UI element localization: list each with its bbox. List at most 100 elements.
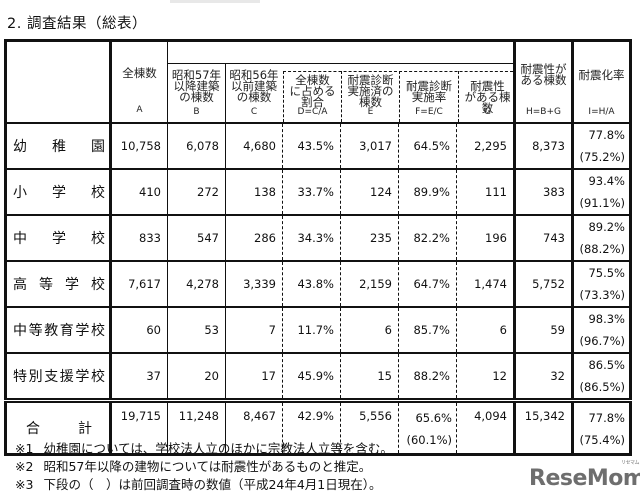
cell-b: 20 xyxy=(167,352,226,401)
cell-h: 15,342 xyxy=(513,398,574,455)
cell-f: 64.5% xyxy=(398,122,457,169)
cell-i: 77.8% (75.2%) xyxy=(572,122,631,169)
cell-f: 65.6% (60.1%) xyxy=(398,398,457,455)
table-row: 高等学校 7,617 4,278 3,339 43.8% 2,159 64.7%… xyxy=(5,260,631,307)
cell-d: 43.5% xyxy=(282,122,341,169)
cell-e: 2,159 xyxy=(340,260,399,307)
table-row: 小学校 410 272 138 33.7% 124 89.9% 111 383 … xyxy=(5,168,631,215)
row-school-type: 幼稚園 xyxy=(5,122,112,169)
row-school-type: 中等教育学校 xyxy=(5,306,112,353)
cell-d: 11.7% xyxy=(282,306,341,353)
cell-e: 3,017 xyxy=(340,122,399,169)
cropped-heading-remnant xyxy=(170,0,260,3)
cell-f: 85.7% xyxy=(398,306,457,353)
cell-c: 17 xyxy=(225,352,283,401)
header-col-c: 昭和56年 以前建築 の棟数 C xyxy=(229,68,279,117)
cell-i: 75.5% (73.3%) xyxy=(572,260,631,307)
cell-h: 32 xyxy=(513,352,574,401)
cell-g: 196 xyxy=(456,214,515,261)
header-col-b: 昭和57年 以降建築 の棟数 B xyxy=(168,63,226,122)
header-row: 全棟数 A 昭和57年 以降建築 の棟数 B 昭和56年 xyxy=(5,40,631,124)
cell-g: 2,295 xyxy=(456,122,515,169)
cell-h: 383 xyxy=(513,168,574,215)
cell-b: 272 xyxy=(167,168,226,215)
cell-a: 410 xyxy=(110,168,168,215)
cell-e: 124 xyxy=(340,168,399,215)
header-col-a: 全棟数 A xyxy=(110,40,168,123)
cell-c: 286 xyxy=(225,214,283,261)
survey-results-table: 全棟数 A 昭和57年 以降建築 の棟数 B 昭和56年 xyxy=(4,39,632,456)
cell-i: 77.8% (75.4%) xyxy=(572,398,631,455)
cell-g: 111 xyxy=(456,168,515,215)
row-school-type: 小学校 xyxy=(5,168,112,215)
footnote: ※3 下段の（ ）は前回調査時の数値（平成24年4月1日現在）。 xyxy=(15,477,382,492)
table-row: 特別支援学校 37 20 17 45.9% 15 88.2% 12 32 86.… xyxy=(5,352,631,401)
cell-a: 60 xyxy=(110,306,168,353)
cell-d: 42.9% xyxy=(282,398,341,455)
total-row: 合計 19,715 11,248 8,467 42.9% 5,556 65.6%… xyxy=(5,398,631,455)
col-label: 全棟数 xyxy=(122,66,157,80)
cell-h: 5,752 xyxy=(513,260,574,307)
cell-b: 547 xyxy=(167,214,226,261)
cell-i: 89.2% (88.2%) xyxy=(572,214,631,261)
cell-g: 4,094 xyxy=(456,398,515,455)
header-group-bcdefg: 昭和57年 以降建築 の棟数 B 昭和56年 以前建築 の棟数 C xyxy=(168,41,515,124)
cell-d: 34.3% xyxy=(282,214,341,261)
cell-c: 8,467 xyxy=(225,398,283,455)
header-col-e: 耐震診断 実施済の 棟数 E xyxy=(342,71,400,122)
cell-a: 37 xyxy=(110,352,168,401)
cell-a: 10,758 xyxy=(110,122,168,169)
cell-h: 743 xyxy=(513,214,574,261)
header-col-g: 耐震性 がある棟数 G xyxy=(464,79,511,117)
footnote: ※1 幼稚園については、学校法人立のほかに宗教法人立等を含む。 xyxy=(15,441,393,456)
cell-h: 59 xyxy=(513,306,574,353)
cell-h: 8,373 xyxy=(513,122,574,169)
header-corner xyxy=(5,40,112,123)
cell-f: 82.2% xyxy=(398,214,457,261)
cell-e: 6 xyxy=(340,306,399,353)
footnote: ※2 昭和57年以降の建物については耐震性があるものと推定。 xyxy=(15,459,372,474)
header-col-d: 全棟数 に占める 割合 D=C/A xyxy=(284,71,342,122)
cell-b: 6,078 xyxy=(167,122,226,169)
header-col-i: 耐震化率 I=H/A xyxy=(578,68,625,117)
cell-f: 89.9% xyxy=(398,168,457,215)
cell-d: 33.7% xyxy=(282,168,341,215)
footnotes: ※1 幼稚園については、学校法人立のほかに宗教法人立等を含む。 ※2 昭和57年以降… xyxy=(15,440,393,494)
cell-f: 88.2% xyxy=(398,352,457,401)
cell-e: 15 xyxy=(340,352,399,401)
cell-b: 53 xyxy=(167,306,226,353)
cell-e: 5,556 xyxy=(340,398,399,455)
row-school-type: 中学校 xyxy=(5,214,112,261)
cell-a: 7,617 xyxy=(110,260,168,307)
row-school-type: 高等学校 xyxy=(5,260,112,307)
row-total-label: 合計 xyxy=(5,398,112,455)
table-row: 中学校 833 547 286 34.3% 235 82.2% 196 743 … xyxy=(5,214,631,261)
cell-c: 138 xyxy=(225,168,283,215)
cell-g: 6 xyxy=(456,306,515,353)
cell-d: 43.8% xyxy=(282,260,341,307)
cell-b: 11,248 xyxy=(167,398,226,455)
cell-a: 833 xyxy=(110,214,168,261)
logo-ruby: リセマム xyxy=(621,460,640,466)
cell-e: 235 xyxy=(340,214,399,261)
cell-i: 93.4% (91.1%) xyxy=(572,168,631,215)
cell-b: 4,278 xyxy=(167,260,226,307)
page-title: 2. 調査結果（総表） xyxy=(7,16,147,32)
col-code: A xyxy=(136,105,143,115)
cell-c: 3,339 xyxy=(225,260,283,307)
header-col-f: 耐震診断 実施率 F=E/C xyxy=(400,71,459,122)
cell-g: 1,474 xyxy=(456,260,515,307)
cell-i: 86.5% (86.5%) xyxy=(572,352,631,401)
table-row: 中等教育学校 60 53 7 11.7% 6 85.7% 6 59 98.3%(… xyxy=(5,306,631,353)
cell-f: 64.7% xyxy=(398,260,457,307)
cell-a: 19,715 xyxy=(110,398,168,455)
cell-d: 45.9% xyxy=(282,352,341,401)
resemom-logo: ReseMom. リセマム xyxy=(529,460,640,491)
cell-c: 4,680 xyxy=(225,122,283,169)
cell-i: 98.3% (96.7%) xyxy=(572,306,631,353)
row-school-type: 特別支援学校 xyxy=(5,352,112,401)
cell-c: 7 xyxy=(225,306,283,353)
cell-g: 12 xyxy=(456,352,515,401)
table-row: 幼稚園 10,758 6,078 4,680 43.5% 3,017 64.5%… xyxy=(5,122,631,169)
header-col-h: 耐震性が ある棟数 H=B+G xyxy=(513,40,574,123)
